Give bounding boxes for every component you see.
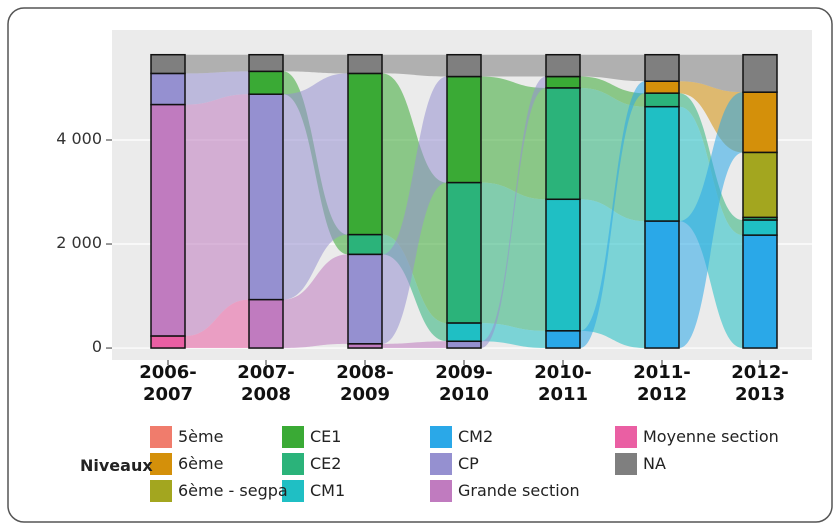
x-tick-label: 2010- 2011 bbox=[534, 362, 592, 405]
legend-label: Moyenne section bbox=[643, 427, 779, 446]
stratum bbox=[248, 53, 284, 73]
flow bbox=[481, 323, 546, 349]
stratum bbox=[545, 330, 581, 349]
flow bbox=[580, 87, 645, 222]
stratum bbox=[347, 343, 383, 349]
stratum bbox=[742, 234, 778, 349]
flow bbox=[185, 94, 249, 337]
flow bbox=[382, 341, 447, 349]
legend-label: CE2 bbox=[310, 454, 342, 473]
stratum bbox=[446, 340, 482, 349]
legend-label: CM2 bbox=[458, 427, 494, 446]
legend-swatch bbox=[282, 453, 304, 475]
x-tick-label: 2012- 2013 bbox=[731, 362, 789, 405]
legend-swatch bbox=[430, 453, 452, 475]
stratum bbox=[150, 103, 186, 337]
y-tick-label: 2 000 bbox=[56, 233, 102, 253]
y-tick-label: 4 000 bbox=[56, 129, 102, 148]
flow bbox=[580, 76, 645, 107]
stratum bbox=[248, 70, 284, 95]
legend-swatch bbox=[150, 453, 172, 475]
x-tick-label: 2006- 2007 bbox=[139, 362, 197, 405]
stratum bbox=[150, 72, 186, 106]
flow bbox=[185, 71, 249, 105]
stratum bbox=[446, 53, 482, 78]
legend-label: CM1 bbox=[310, 481, 346, 500]
stratum bbox=[150, 335, 186, 349]
stratum bbox=[545, 53, 581, 78]
flow bbox=[580, 54, 645, 82]
x-tick-label: 2007- 2008 bbox=[237, 362, 295, 405]
stratum bbox=[644, 220, 680, 349]
stratum bbox=[150, 53, 186, 75]
flow bbox=[679, 54, 743, 93]
stratum bbox=[742, 53, 778, 93]
flow bbox=[580, 81, 645, 349]
legend-swatch bbox=[615, 426, 637, 448]
x-tick-label: 2011- 2012 bbox=[633, 362, 691, 405]
flow bbox=[185, 54, 249, 74]
flow bbox=[481, 54, 546, 77]
stratum bbox=[644, 53, 680, 82]
legend-label: NA bbox=[643, 454, 666, 473]
flow bbox=[283, 254, 348, 349]
stratum bbox=[644, 80, 680, 94]
legend-swatch bbox=[150, 480, 172, 502]
flow bbox=[382, 54, 447, 77]
stratum bbox=[545, 87, 581, 201]
stratum bbox=[545, 75, 581, 89]
flow bbox=[185, 299, 249, 349]
stratum bbox=[347, 53, 383, 75]
legend-label: 6ème - segpa bbox=[178, 481, 288, 500]
legend-swatch bbox=[615, 453, 637, 475]
stratum bbox=[644, 105, 680, 222]
x-tick-label: 2008- 2009 bbox=[336, 362, 394, 405]
flow bbox=[481, 76, 546, 349]
legend-swatch bbox=[282, 426, 304, 448]
legend-label: Grande section bbox=[458, 481, 580, 500]
legend-title: Niveaux bbox=[80, 456, 153, 475]
stratum bbox=[347, 253, 383, 345]
flow bbox=[481, 182, 546, 331]
stratum bbox=[347, 72, 383, 236]
legend-label: CE1 bbox=[310, 427, 342, 446]
x-tick-label: 2009- 2010 bbox=[435, 362, 493, 405]
legend-swatch bbox=[282, 480, 304, 502]
flow bbox=[283, 73, 348, 300]
stratum bbox=[248, 298, 284, 349]
stratum bbox=[446, 181, 482, 324]
legend-label: CP bbox=[458, 454, 479, 473]
stratum bbox=[446, 322, 482, 343]
legend-swatch bbox=[150, 426, 172, 448]
stratum bbox=[545, 198, 581, 332]
flow bbox=[679, 92, 743, 349]
stratum bbox=[446, 75, 482, 184]
stratum bbox=[248, 93, 284, 301]
legend-swatch bbox=[430, 426, 452, 448]
legend-swatch bbox=[430, 480, 452, 502]
stratum bbox=[742, 91, 778, 154]
y-tick-label: 0 bbox=[91, 337, 102, 357]
stratum bbox=[644, 92, 680, 108]
legend-label: 6ème bbox=[178, 454, 224, 473]
stratum bbox=[742, 151, 778, 219]
stratum bbox=[347, 233, 383, 256]
flow bbox=[382, 76, 447, 344]
flow bbox=[283, 54, 348, 74]
stratum bbox=[742, 219, 778, 236]
legend-label: 5ème bbox=[178, 427, 224, 446]
